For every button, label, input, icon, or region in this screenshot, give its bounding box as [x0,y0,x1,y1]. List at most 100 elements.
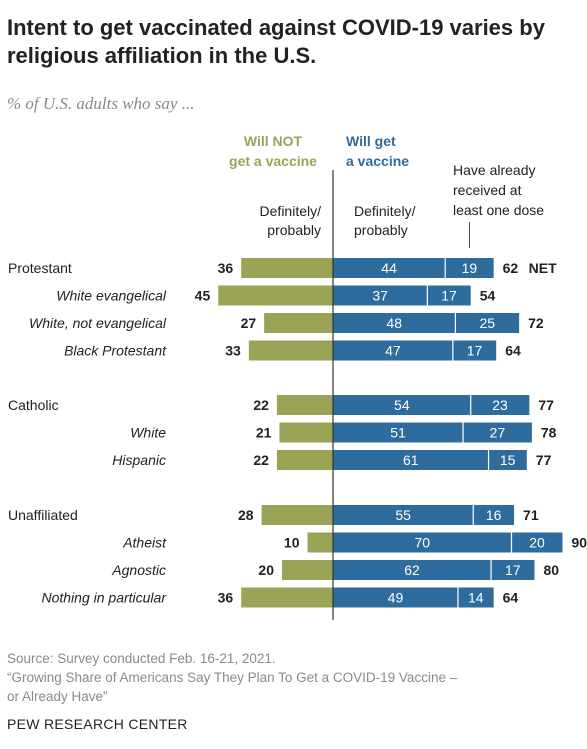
bar-already-received [445,258,494,278]
chart-title: Intent to get vaccinated against COVID-1… [7,15,545,68]
header-will-not: Will NOT [244,133,303,149]
value-net: 64 [503,590,519,606]
row-label: Protestant [8,260,72,276]
header-will-get: Will get [346,133,396,149]
bar-already-received [455,313,520,333]
value-will-not: 22 [253,452,269,468]
header-already-received: Have already [453,162,536,178]
value-already-received: 27 [490,425,506,441]
row-label: White, not evangelical [29,315,167,331]
value-will-get: 55 [395,507,411,523]
value-will-not: 28 [238,507,254,523]
header-will-get: a vaccine [346,153,409,169]
value-will-not: 21 [256,425,272,441]
header-already-received: least one dose [453,202,544,218]
value-already-received: 20 [529,535,545,551]
bar-already-received [511,532,563,553]
row-label: Atheist [122,535,167,551]
bar-will-get [333,258,446,278]
value-will-get: 54 [394,397,410,413]
value-already-received: 14 [468,590,484,606]
bar-already-received [473,505,515,525]
chart-subtitle: % of U.S. adults who say ... [7,94,195,113]
bar-will-get [333,340,453,361]
bar-will-not [276,450,333,470]
bar-will-not [241,258,333,278]
value-already-received: 19 [462,260,478,276]
header-will-not: get a vaccine [229,153,317,169]
row-label: White evangelical [56,288,167,304]
value-will-get: 48 [386,315,402,331]
value-already-received: 15 [500,452,516,468]
value-will-not: 27 [241,315,257,331]
value-net: 78 [541,425,557,441]
bar-will-not [307,532,333,553]
value-already-received: 23 [492,397,508,413]
bar-will-not [264,313,333,333]
bar-will-not [261,505,333,525]
value-will-get: 51 [390,425,406,441]
bar-will-not [282,560,333,580]
value-net: 64 [505,343,521,359]
row-label: Unaffiliated [8,507,78,523]
value-net: 54 [480,288,496,304]
value-will-not: 36 [218,260,234,276]
value-net: 72 [528,315,544,331]
value-net: 90 [572,535,587,551]
value-will-not: 20 [258,562,274,578]
bar-already-received [427,285,471,306]
row-label: Catholic [8,397,59,413]
header-already-received: received at [453,182,522,198]
bar-will-not [241,587,333,608]
bar-will-get [333,532,512,553]
header-definitely-probably-right: probably [354,222,408,238]
report-note-line-1: “Growing Share of Americans Say They Pla… [7,670,458,685]
bar-will-not [279,422,333,443]
value-net: 71 [523,507,539,523]
bar-will-get [333,505,474,525]
value-will-get: 62 [404,562,420,578]
value-will-get: 44 [381,260,397,276]
header-definitely-probably-left: Definitely/ [260,203,322,219]
value-already-received: 17 [441,288,457,304]
bar-will-get [333,285,428,306]
bar-will-get [333,313,456,333]
row-label: Nothing in particular [41,590,167,606]
header-definitely-probably-left: probably [267,222,321,238]
value-will-get: 49 [388,590,404,606]
value-already-received: 16 [486,507,502,523]
value-will-not: 36 [218,590,234,606]
value-will-not: 45 [195,288,211,304]
bar-already-received [457,587,494,608]
value-net: 77 [536,452,552,468]
bar-will-get [333,560,492,580]
bar-will-not [276,395,333,415]
bar-already-received [491,560,535,580]
row-label: Black Protestant [64,343,167,359]
value-will-get: 37 [372,288,388,304]
value-will-not: 10 [284,535,300,551]
bar-will-not [218,285,333,306]
value-will-get: 70 [414,535,430,551]
value-will-get: 61 [403,452,419,468]
value-will-not: 33 [225,343,241,359]
bar-will-get [333,587,458,608]
row-label: White [130,425,166,441]
value-net: 77 [538,397,554,413]
value-already-received: 17 [505,562,521,578]
value-will-get: 47 [385,343,401,359]
row-label: Agnostic [111,562,166,578]
brand-name: PEW RESEARCH CENTER [7,716,188,732]
net-label: NET [529,260,557,276]
report-note-line-2: or Already Have” [7,689,108,704]
bar-already-received [463,422,532,443]
value-already-received: 17 [467,343,483,359]
value-already-received: 25 [479,315,495,331]
bar-already-received [488,450,527,470]
bar-already-received [470,395,530,415]
value-net: 80 [543,562,559,578]
value-net: 62 [503,260,519,276]
value-will-not: 22 [253,397,269,413]
bar-will-get [333,422,464,443]
